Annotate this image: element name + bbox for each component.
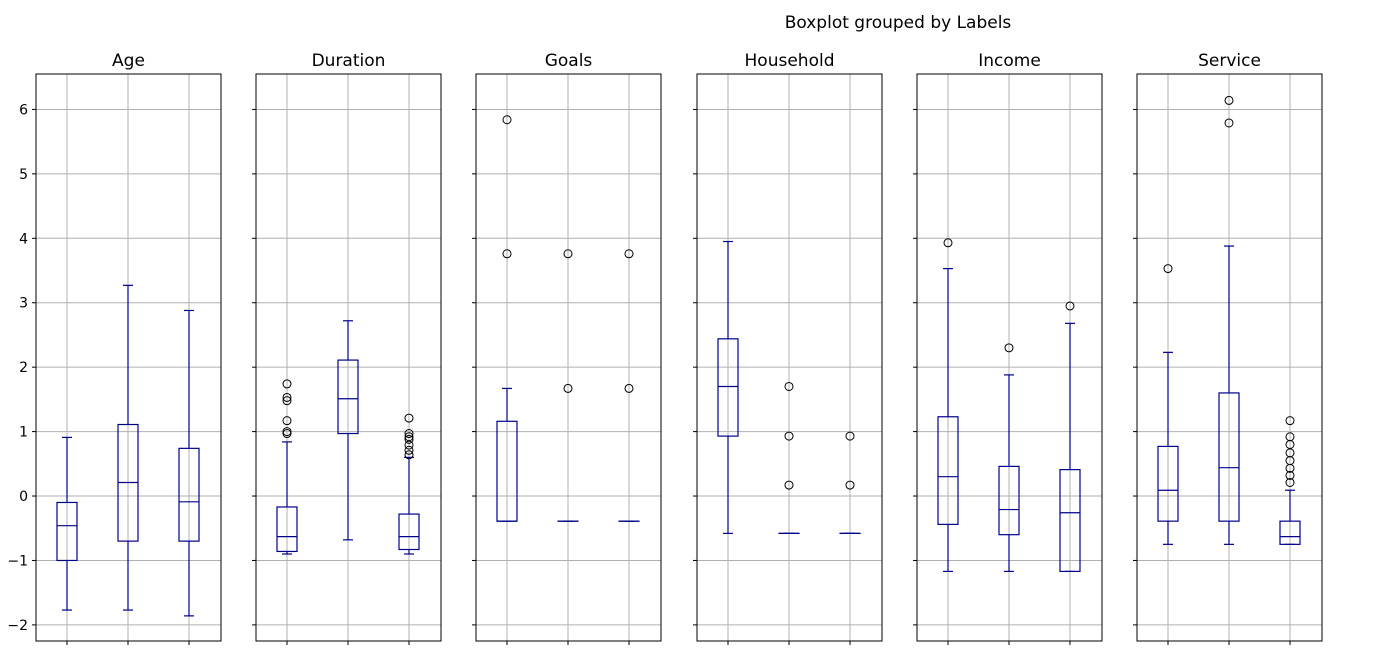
box-group (496, 115, 518, 522)
outlier-point (282, 396, 292, 406)
panel-title-household: Household (745, 51, 835, 71)
box-group (1157, 264, 1179, 545)
outlier-point (1285, 470, 1295, 480)
outlier-point (624, 383, 634, 393)
outlier-point (1065, 301, 1075, 311)
iqr-box (717, 338, 739, 437)
y-tick-label: 6 (19, 102, 28, 118)
outlier-point (1004, 343, 1014, 353)
panel-title-income: Income (978, 51, 1041, 71)
y-tick-label: 5 (19, 167, 28, 183)
outlier-point (1285, 416, 1295, 426)
outlier-point (502, 249, 512, 259)
box-group (557, 249, 579, 522)
panel-goals-boxes (496, 115, 640, 522)
outlier-point (943, 238, 953, 248)
box-group (937, 238, 959, 573)
iqr-box (937, 416, 959, 525)
outlier-point (282, 416, 292, 426)
iqr-box (56, 501, 78, 562)
box-group (1279, 416, 1301, 545)
outlier-point (845, 431, 855, 441)
outlier-point (1163, 264, 1173, 274)
box-group (117, 284, 139, 611)
y-tick-label: −1 (7, 553, 28, 569)
outlier-point (404, 450, 414, 460)
box-group (839, 431, 861, 535)
outlier-point (563, 383, 573, 393)
y-tick-label: 3 (19, 296, 28, 312)
outlier-point (404, 413, 414, 423)
y-tick-label: 0 (19, 489, 28, 505)
panel-goals: Goals (472, 51, 662, 645)
panel-income-boxes (937, 238, 1081, 573)
y-tick-label: 4 (19, 231, 28, 247)
panel-household-boxes (717, 240, 861, 535)
iqr-box (998, 465, 1020, 536)
panel-income: Income (913, 51, 1103, 645)
subplot-panels: Age −2 −1 0 1 2 3 4 5 6 Duration Goals Household Inco… (7, 51, 1323, 645)
outlier-point (784, 381, 794, 391)
outlier-point (404, 434, 414, 444)
outlier-point (784, 480, 794, 490)
outlier-point (845, 480, 855, 490)
box-group (618, 249, 640, 522)
outlier-point (282, 379, 292, 389)
outlier-point (563, 249, 573, 259)
outlier-point (784, 431, 794, 441)
box-group (337, 320, 359, 541)
iqr-box (398, 513, 420, 551)
iqr-box (1059, 469, 1081, 573)
panel-title-duration: Duration (312, 51, 386, 71)
outlier-point (1224, 118, 1234, 128)
chart-title: Boxplot grouped by Labels (785, 13, 1012, 33)
outlier-point (1224, 95, 1234, 105)
box-group (56, 436, 78, 611)
panel-age: Age −2 −1 0 1 2 3 4 5 6 (7, 51, 222, 645)
iqr-box (276, 506, 298, 553)
iqr-box (337, 359, 359, 435)
panel-title-age: Age (112, 51, 145, 71)
panel-duration-boxes (276, 320, 420, 555)
iqr-box (1279, 520, 1301, 545)
box-group (717, 240, 739, 534)
outlier-point (404, 445, 414, 455)
box-group (778, 381, 800, 535)
y-tick-label: 2 (19, 360, 28, 376)
panel-service: Service (1133, 51, 1323, 645)
y-tick-label: 1 (19, 425, 28, 441)
outlier-point (282, 392, 292, 402)
iqr-box (1218, 392, 1240, 522)
box-group (998, 343, 1020, 573)
iqr-box (178, 447, 200, 542)
outlier-point (502, 115, 512, 125)
outlier-point (1285, 477, 1295, 487)
outlier-point (282, 427, 292, 437)
panel-title-service: Service (1198, 51, 1261, 71)
outlier-point (404, 429, 414, 439)
iqr-box (1157, 445, 1179, 522)
y-tick-label: −2 (7, 618, 28, 634)
box-group (1059, 301, 1081, 573)
panel-service-boxes (1157, 95, 1301, 545)
panel-title-goals: Goals (545, 51, 593, 71)
box-group (276, 379, 298, 555)
outlier-point (404, 432, 414, 442)
outlier-point (1285, 432, 1295, 442)
panel-household: Household (693, 51, 883, 645)
box-group (178, 309, 200, 617)
panel-duration: Duration (252, 51, 442, 645)
panel-age-boxes (56, 284, 200, 617)
box-group (1218, 95, 1240, 545)
box-group (398, 413, 420, 555)
outlier-point (624, 249, 634, 259)
